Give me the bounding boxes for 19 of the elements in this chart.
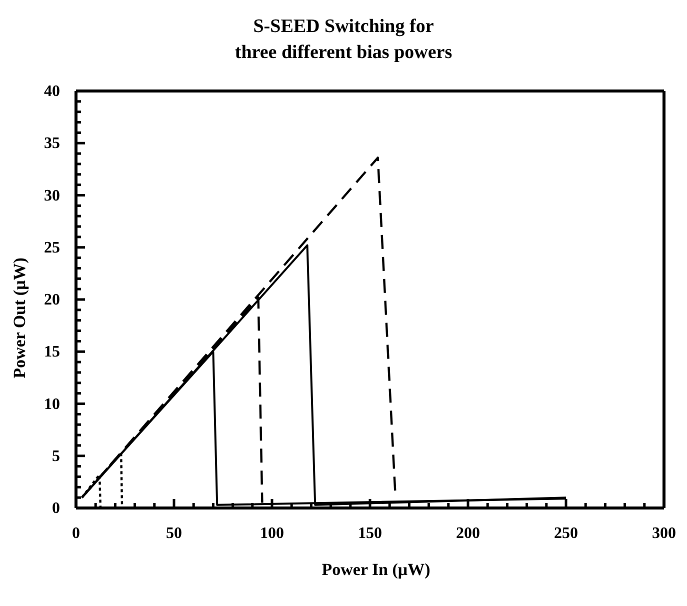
y-tick-label: 40 (44, 83, 60, 100)
y-tick-label: 35 (44, 135, 60, 152)
chart-title: S-SEED Switching for three different bias powers (234, 15, 454, 65)
x-axis-title: Power In (μW) (320, 560, 432, 580)
y-tick-label: 30 (44, 187, 60, 204)
y-tick-label: 5 (52, 448, 60, 465)
x-tick-label: 150 (358, 525, 382, 542)
x-tick-label: 100 (260, 525, 284, 542)
y-tick-label: 0 (52, 500, 60, 517)
x-tick-label: 250 (554, 525, 578, 542)
x-tick-label: 0 (72, 525, 80, 542)
y-tick-label: 20 (44, 292, 60, 308)
y-tick-label: 10 (44, 396, 60, 413)
y-axis-title: Power Out (μW) (10, 258, 30, 378)
y-tick-label: 25 (44, 239, 60, 256)
y-tick-label: 15 (44, 344, 60, 361)
x-tick-label: 300 (652, 525, 676, 542)
x-tick-label: 50 (166, 525, 182, 542)
x-tick-label: 200 (456, 525, 480, 542)
